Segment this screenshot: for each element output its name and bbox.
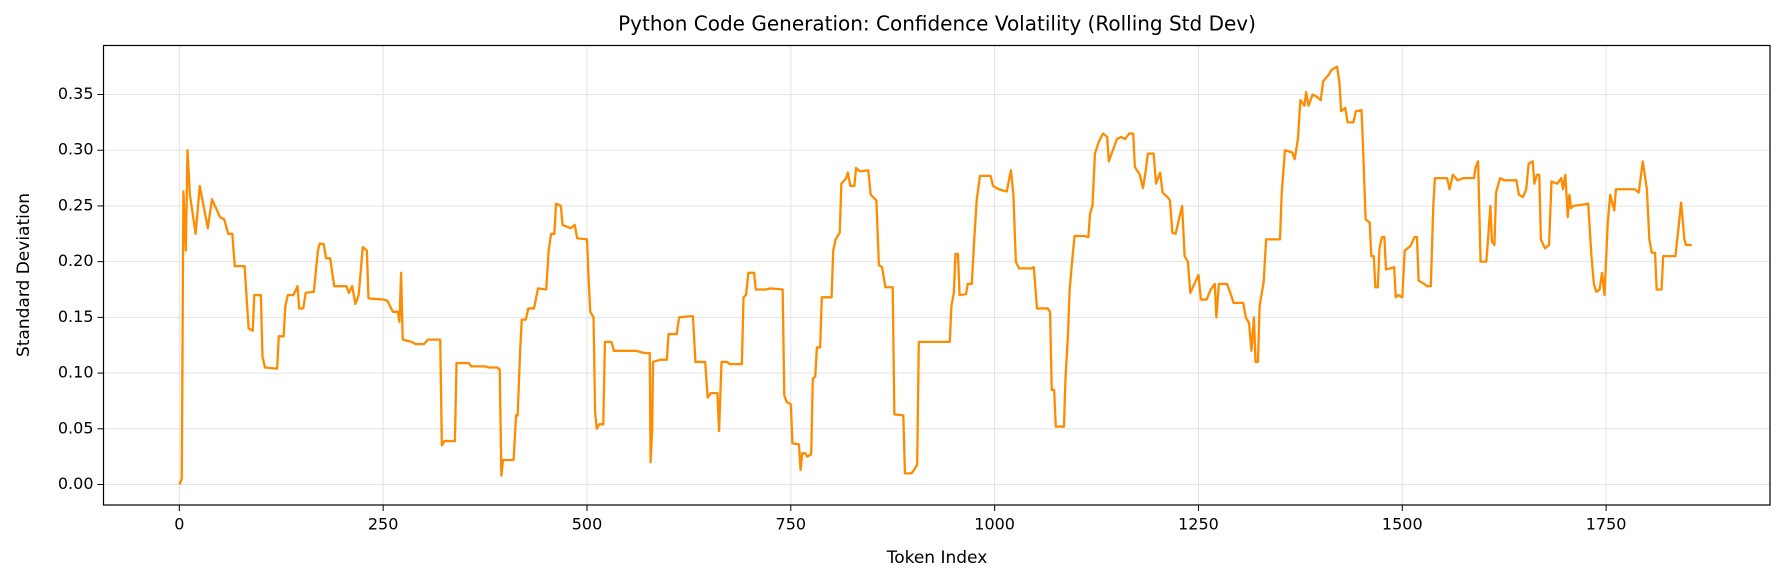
- x-tick-label: 1500: [1382, 515, 1423, 534]
- y-tick-label: 0.00: [58, 474, 94, 493]
- y-tick-label: 0.05: [58, 418, 94, 437]
- x-tick-label: 1250: [1178, 515, 1219, 534]
- y-tick-label: 0.15: [58, 307, 94, 326]
- x-tick-label: 750: [776, 515, 807, 534]
- y-tick-label: 0.10: [58, 363, 94, 382]
- chart-title: Python Code Generation: Confidence Volat…: [618, 12, 1256, 36]
- x-tick-label: 500: [572, 515, 603, 534]
- x-tick-label: 250: [368, 515, 399, 534]
- data-line: [178, 65, 1692, 485]
- x-tick-label: 1750: [1586, 515, 1627, 534]
- y-axis-label: Standard Deviation: [14, 193, 34, 357]
- y-tick-label: 0.30: [58, 140, 94, 159]
- plot-frame: [102, 44, 1771, 506]
- x-tick-label: 1000: [974, 515, 1015, 534]
- y-tick-label: 0.35: [58, 84, 94, 103]
- y-tick-label: 0.20: [58, 251, 94, 270]
- x-tick-label: 0: [174, 515, 184, 534]
- x-axis-label: Token Index: [886, 548, 988, 568]
- y-tick-label: 0.25: [58, 195, 94, 214]
